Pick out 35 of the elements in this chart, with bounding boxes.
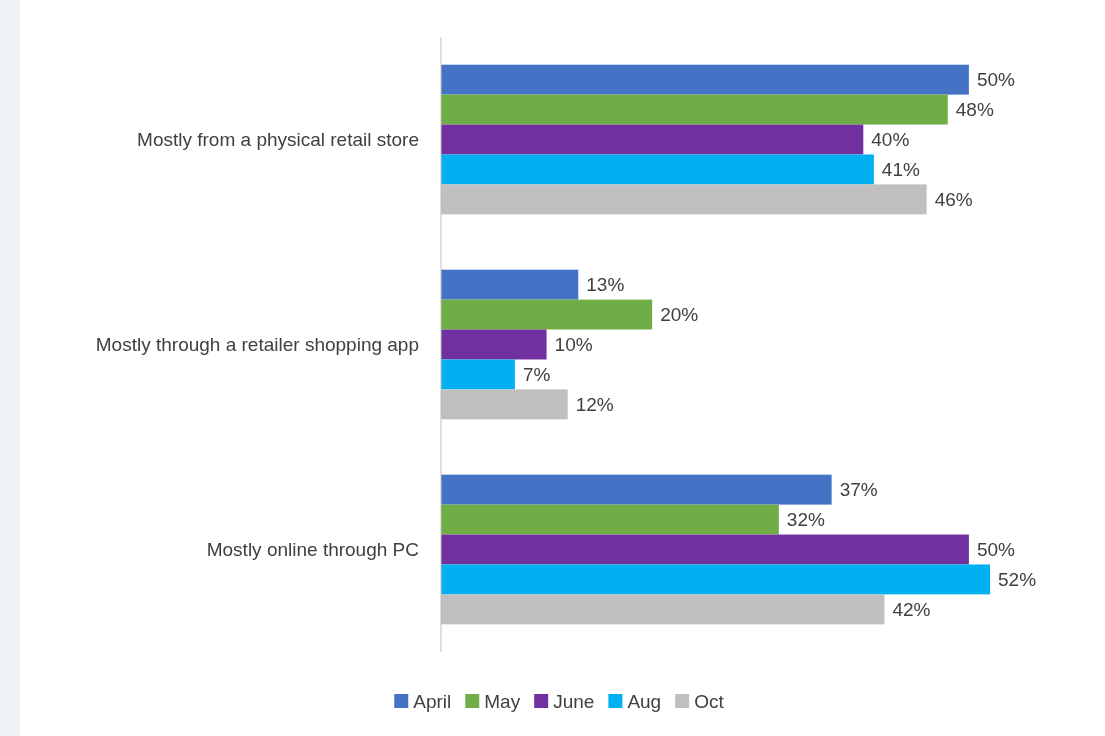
bar bbox=[441, 154, 874, 185]
data-label: 46% bbox=[934, 188, 973, 210]
bar bbox=[441, 269, 579, 300]
data-label: 12% bbox=[575, 393, 614, 415]
data-label: 10% bbox=[554, 334, 593, 355]
legend-label: Oct bbox=[694, 690, 725, 712]
bar bbox=[441, 534, 969, 565]
legend-label: April bbox=[413, 690, 452, 712]
data-label: 50% bbox=[976, 539, 1016, 560]
bar bbox=[441, 94, 948, 125]
data-label: 37% bbox=[839, 479, 878, 501]
data-label: 48% bbox=[955, 99, 994, 121]
legend-label: Aug bbox=[627, 690, 662, 712]
data-label: 40% bbox=[871, 129, 910, 150]
data-label: 52% bbox=[998, 568, 1037, 590]
data-label: 20% bbox=[660, 304, 699, 326]
y-tick-label: Mostly from a physical retail store bbox=[137, 129, 419, 150]
bar bbox=[441, 329, 547, 360]
data-label: 32% bbox=[786, 509, 825, 531]
bar bbox=[441, 474, 832, 505]
data-label: 42% bbox=[892, 598, 931, 620]
y-tick-label: Mostly through a retailer shopping app bbox=[95, 334, 419, 355]
bar bbox=[441, 299, 653, 330]
bar bbox=[441, 359, 515, 390]
legend-label: May bbox=[484, 690, 521, 712]
y-tick-label: Mostly online through PC bbox=[206, 539, 419, 560]
bar bbox=[441, 64, 969, 95]
data-label: 7% bbox=[522, 363, 551, 385]
bar bbox=[441, 504, 779, 535]
data-label: 50% bbox=[976, 69, 1016, 91]
bar bbox=[441, 564, 990, 595]
bar bbox=[441, 124, 864, 155]
legend-label: June bbox=[553, 690, 595, 712]
data-label: 13% bbox=[586, 274, 625, 296]
data-label: 41% bbox=[881, 158, 920, 180]
